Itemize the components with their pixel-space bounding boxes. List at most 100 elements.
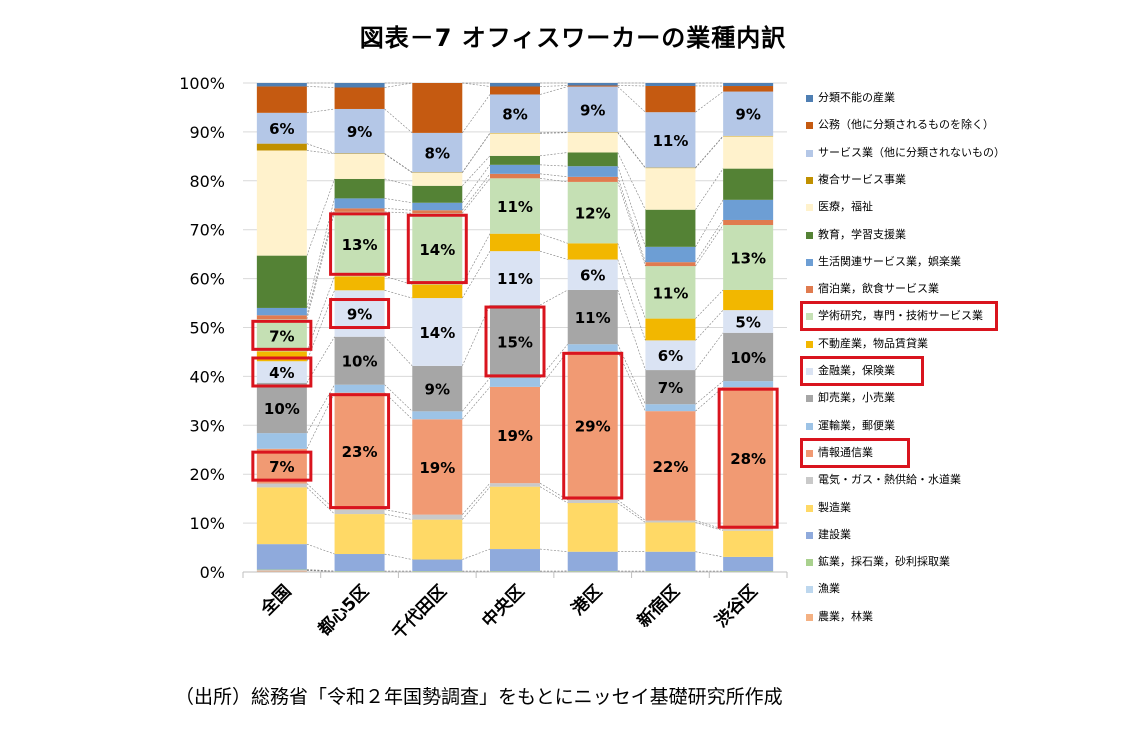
bar-segment xyxy=(645,404,696,412)
series-line xyxy=(539,86,568,95)
legend-label: サービス業（他に分類されないもの） xyxy=(818,145,1005,159)
legend-swatch xyxy=(806,368,813,375)
legend-label: 電気・ガス・熱供給・水道業 xyxy=(818,473,961,487)
bar-segment xyxy=(256,570,307,572)
data-label: 11% xyxy=(497,270,533,288)
series-line xyxy=(384,392,413,420)
legend-swatch xyxy=(806,613,813,621)
bar-segment xyxy=(412,172,463,186)
data-label: 9% xyxy=(425,381,450,399)
y-tick-label: 30% xyxy=(189,416,225,435)
bar-segment xyxy=(645,246,696,263)
bar-segment xyxy=(645,520,696,523)
bar-segment xyxy=(334,208,385,212)
legend-swatch xyxy=(806,504,813,512)
bar-segment xyxy=(490,155,540,165)
bar-segment xyxy=(723,332,774,382)
y-tick-label: 100% xyxy=(179,74,225,93)
x-tick-label: 港区 xyxy=(567,581,606,620)
bar-segment xyxy=(256,433,307,449)
data-label: 10% xyxy=(264,400,300,418)
bar-segment xyxy=(645,551,696,572)
bar-segment xyxy=(256,143,307,151)
bar-segment xyxy=(723,219,774,226)
data-label: 19% xyxy=(419,459,455,477)
series-line xyxy=(617,152,646,210)
bar-segment xyxy=(567,259,618,290)
bar-segment xyxy=(645,262,696,267)
series-line xyxy=(462,233,491,285)
series-line xyxy=(617,181,646,267)
series-line xyxy=(539,486,568,504)
bar-segment xyxy=(645,168,696,210)
series-line xyxy=(462,304,491,367)
bar-segment xyxy=(334,83,385,88)
bar-segment xyxy=(490,483,540,487)
legend-swatch xyxy=(806,395,813,403)
series-line xyxy=(384,198,413,204)
y-tick-label: 40% xyxy=(189,367,225,386)
series-line xyxy=(384,153,413,174)
x-tick-label: 渋谷区 xyxy=(711,581,762,632)
legend-label: 卸売業，小売業 xyxy=(818,391,895,405)
series-line xyxy=(695,520,724,530)
y-tick-label: 90% xyxy=(189,123,225,142)
bar-segment xyxy=(412,284,463,299)
data-label: 7% xyxy=(269,458,294,476)
series-line xyxy=(617,86,646,113)
legend-label: 農業，林業 xyxy=(818,609,873,623)
y-tick-label: 80% xyxy=(189,172,225,191)
data-labels: 7% 10% 4% 7% 6% 23% 10% 9% 13% 9% 19% 9% 14% 14% 8% 19%… xyxy=(264,101,766,477)
legend-swatch xyxy=(806,95,813,102)
bar-segment xyxy=(645,85,696,113)
series-line xyxy=(539,482,568,501)
bar-segment xyxy=(256,315,307,320)
bar-segment xyxy=(567,243,618,260)
series-line xyxy=(695,332,724,371)
legend-label: 金融業，保険業 xyxy=(818,364,895,377)
bar-segment xyxy=(334,509,385,515)
series-line xyxy=(462,173,491,211)
series-line xyxy=(617,132,646,169)
legend-swatch xyxy=(806,559,813,567)
bar-segment xyxy=(645,340,696,371)
series-line xyxy=(617,499,646,521)
legend-swatch xyxy=(806,313,813,321)
bar-segment xyxy=(256,448,307,484)
legend-label: 運輸業，郵便業 xyxy=(818,418,895,432)
legend-label: 宿泊業，飲食サービス業 xyxy=(818,282,939,296)
highlight-box xyxy=(329,393,391,510)
series-line xyxy=(539,250,568,260)
series-line xyxy=(539,233,568,244)
data-label: 22% xyxy=(652,458,688,476)
legend-label: 生活関連サービス業，娯楽業 xyxy=(818,254,961,268)
x-tick-label: 全国 xyxy=(256,581,296,621)
bar-segment xyxy=(567,152,618,167)
series-line xyxy=(462,178,491,214)
x-tick-label: 都心5区 xyxy=(313,581,373,641)
data-label: 5% xyxy=(735,313,760,331)
legend-label: 情報通信業 xyxy=(818,445,873,459)
legend-label: 公務（他に分類されるものを除く） xyxy=(818,118,994,132)
bar-segment xyxy=(412,83,463,133)
series-line xyxy=(384,336,413,367)
bar-segment xyxy=(256,307,307,316)
series-line xyxy=(384,211,413,214)
series-line xyxy=(695,224,724,267)
series-line xyxy=(617,132,646,168)
bar-segment xyxy=(567,181,618,244)
bar-segment xyxy=(723,381,774,388)
data-label: 6% xyxy=(658,347,683,365)
series-line xyxy=(695,380,724,405)
bar-segment xyxy=(567,83,618,86)
bar-segment xyxy=(490,549,540,572)
data-label: 10% xyxy=(730,349,766,367)
series-line xyxy=(539,164,568,167)
bar-segment xyxy=(723,289,774,311)
data-label: 29% xyxy=(575,418,611,436)
bar-segment xyxy=(723,570,774,572)
bar-segment xyxy=(490,173,540,179)
bar-segment xyxy=(256,361,307,383)
highlight-box xyxy=(562,351,624,500)
